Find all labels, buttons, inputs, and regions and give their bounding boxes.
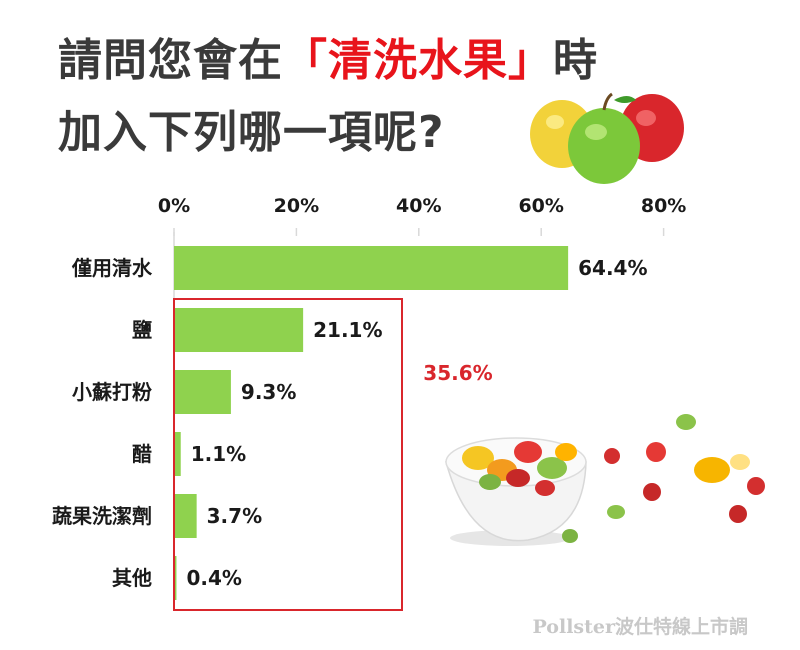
- data-label: 3.7%: [207, 504, 262, 528]
- source-label: Pollster波仕特線上市調: [533, 615, 748, 638]
- category-label: 僅用清水: [71, 256, 153, 280]
- data-label: 9.3%: [241, 380, 296, 404]
- x-tick-label: 80%: [641, 195, 686, 217]
- category-label: 鹽: [132, 318, 152, 342]
- group-total-label: 35.6%: [423, 361, 492, 385]
- bar: [174, 494, 197, 538]
- category-label: 小蘇打粉: [72, 380, 152, 404]
- title-highlight: 「清洗水果」: [283, 35, 553, 86]
- bar: [174, 556, 177, 600]
- title-prefix: 請問您會在: [58, 35, 283, 86]
- category-label: 蔬果洗潔劑: [52, 504, 152, 528]
- title-line-2: 加入下列哪一項呢?: [58, 107, 445, 158]
- title-line-1: 請問您會在「清洗水果」時: [58, 24, 598, 88]
- category-label: 其他: [112, 566, 152, 590]
- x-tick-label: 60%: [518, 195, 563, 217]
- bars: 僅用清水 64.4% 鹽 21.1% 小蘇打粉 9.3% 醋 1.1% 蔬果洗潔劑 3.7% 其他 0…: [52, 246, 648, 600]
- x-tick-label: 20%: [274, 195, 319, 217]
- bar: [174, 432, 181, 476]
- apples-image: [530, 92, 684, 184]
- data-label: 64.4%: [578, 256, 647, 280]
- fruit-bowl-image: [445, 437, 587, 546]
- data-label: 21.1%: [313, 318, 382, 342]
- scattered-fruit-image: [562, 414, 765, 543]
- group-bracket-box: [173, 298, 403, 611]
- data-label: 0.4%: [186, 566, 241, 590]
- bar: [174, 370, 231, 414]
- group-annotation: 35.6%: [173, 298, 493, 611]
- category-label: 醋: [132, 442, 152, 466]
- x-tick-label: 40%: [396, 195, 441, 217]
- data-label: 1.1%: [191, 442, 246, 466]
- title-suffix: 時: [553, 35, 598, 86]
- bar: [174, 246, 569, 290]
- x-tick-label: 0%: [158, 195, 190, 217]
- bar: [174, 308, 304, 352]
